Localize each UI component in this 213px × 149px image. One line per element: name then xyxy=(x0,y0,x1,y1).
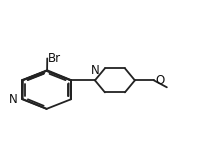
Text: N: N xyxy=(91,64,99,77)
Text: Br: Br xyxy=(48,52,61,65)
Text: N: N xyxy=(8,93,17,106)
Text: O: O xyxy=(155,74,165,87)
